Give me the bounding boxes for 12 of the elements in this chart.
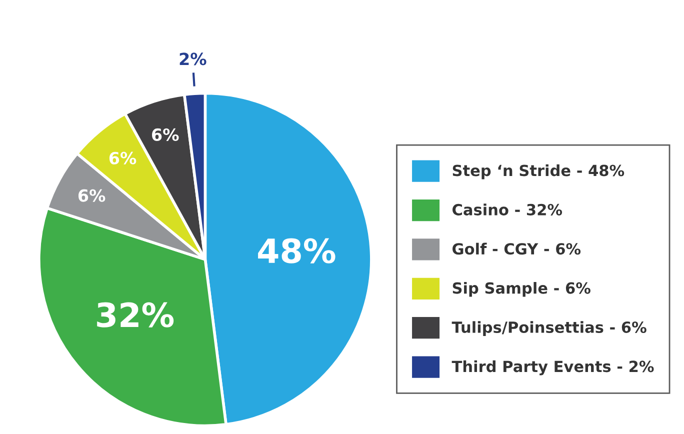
legend-label: Golf - CGY - 6% <box>452 242 581 255</box>
data-label: 48% <box>258 238 336 264</box>
data-label: 2% <box>180 52 206 66</box>
data-label: 6% <box>109 152 136 164</box>
legend-label: Step ‘n Stride - 48% <box>452 164 624 180</box>
legend-label: Third Party Events - 2% <box>452 360 654 376</box>
data-label: 32% <box>97 302 174 328</box>
data-label: 6% <box>78 189 106 202</box>
data-label: 6% <box>152 128 179 142</box>
legend-label: Tulips/Poinsettias - 6% <box>452 321 646 336</box>
legend-label: Casino - 32% <box>452 204 562 216</box>
legend-label: Sip Sample - 6% <box>452 282 590 297</box>
